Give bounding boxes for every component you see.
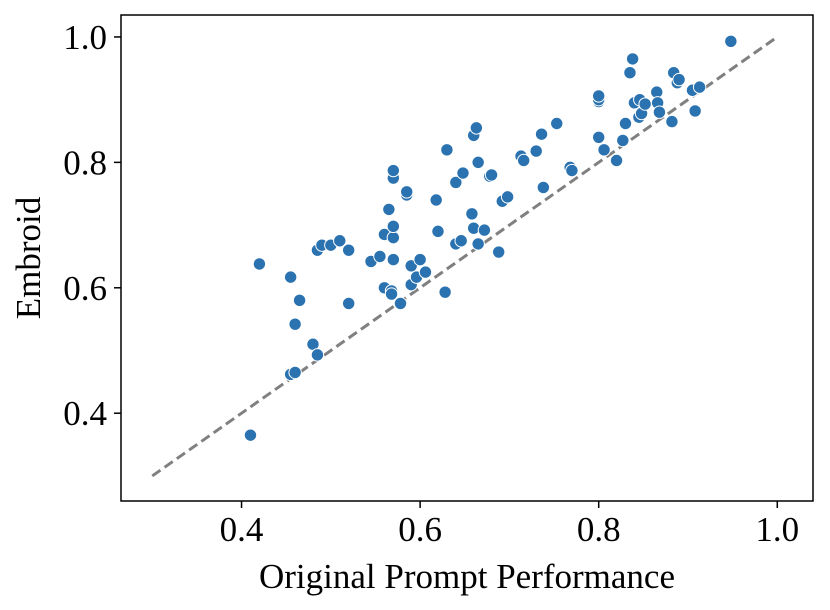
data-point bbox=[243, 428, 258, 442]
data-point bbox=[529, 144, 543, 158]
data-point bbox=[484, 168, 499, 182]
data-point bbox=[623, 65, 637, 80]
data-point bbox=[491, 245, 506, 259]
data-point bbox=[288, 365, 302, 380]
data-point bbox=[252, 257, 267, 271]
data-point bbox=[609, 153, 624, 168]
data-point bbox=[341, 296, 356, 311]
data-point bbox=[724, 34, 738, 49]
y-axis-title: Embroid bbox=[9, 196, 48, 319]
data-point bbox=[471, 237, 485, 251]
data-point bbox=[625, 52, 640, 66]
data-point bbox=[310, 348, 325, 362]
data-point bbox=[386, 252, 401, 267]
data-point bbox=[386, 219, 401, 234]
data-point bbox=[413, 252, 427, 267]
data-point bbox=[429, 193, 443, 207]
data-point bbox=[469, 121, 484, 135]
data-point bbox=[440, 143, 454, 157]
data-point bbox=[638, 97, 652, 111]
y-tick-label: 0.8 bbox=[63, 143, 107, 182]
data-point bbox=[454, 234, 468, 248]
data-point bbox=[471, 155, 485, 170]
data-point bbox=[400, 185, 414, 199]
data-point bbox=[283, 270, 298, 284]
data-point bbox=[550, 116, 564, 131]
data-point bbox=[465, 207, 479, 221]
data-point bbox=[373, 249, 387, 264]
data-point bbox=[534, 127, 549, 141]
data-point bbox=[438, 285, 452, 299]
data-point bbox=[516, 153, 531, 168]
data-point bbox=[393, 296, 408, 311]
data-point bbox=[665, 114, 679, 129]
data-point bbox=[688, 104, 702, 118]
data-point bbox=[565, 163, 579, 178]
x-tick-label: 0.6 bbox=[398, 510, 442, 549]
data-point bbox=[386, 230, 401, 245]
reference-line bbox=[151, 35, 779, 478]
data-point bbox=[418, 265, 433, 279]
x-axis-title: Original Prompt Performance bbox=[259, 557, 675, 596]
data-point bbox=[652, 105, 667, 119]
data-point bbox=[500, 190, 515, 204]
data-point bbox=[692, 80, 707, 94]
data-point bbox=[449, 175, 463, 190]
data-point bbox=[386, 163, 401, 178]
data-point bbox=[431, 224, 445, 239]
data-point bbox=[536, 180, 551, 195]
data-point bbox=[333, 234, 347, 248]
x-tick-label: 0.4 bbox=[220, 510, 264, 549]
data-point bbox=[384, 287, 399, 301]
plot-frame bbox=[120, 14, 814, 502]
data-point bbox=[382, 202, 396, 217]
data-point bbox=[477, 223, 492, 237]
data-point bbox=[341, 243, 356, 257]
data-point bbox=[616, 133, 630, 148]
y-tick-label: 0.4 bbox=[63, 394, 107, 433]
x-tick-label: 0.8 bbox=[577, 510, 621, 549]
data-point bbox=[592, 130, 606, 144]
data-point bbox=[592, 89, 606, 103]
y-tick-label: 0.6 bbox=[63, 269, 107, 308]
data-point bbox=[288, 317, 302, 331]
data-point bbox=[672, 72, 686, 87]
y-tick-label: 1.0 bbox=[63, 18, 107, 57]
data-point bbox=[618, 116, 633, 131]
data-point bbox=[597, 143, 611, 157]
data-point bbox=[292, 293, 307, 308]
x-tick-label: 1.0 bbox=[755, 510, 799, 549]
data-point bbox=[456, 166, 470, 180]
